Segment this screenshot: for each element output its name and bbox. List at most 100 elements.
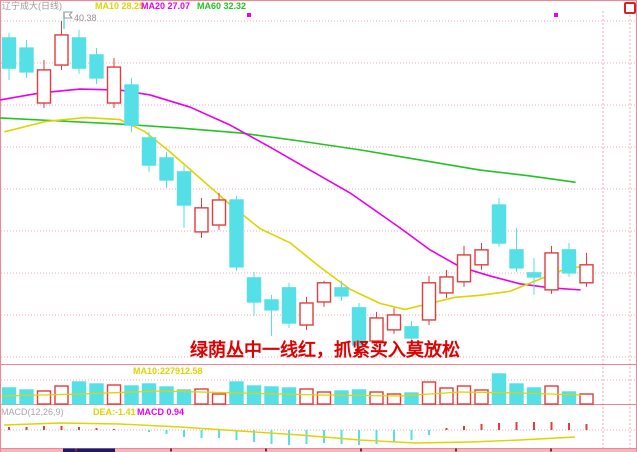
volume-bar — [421, 381, 437, 405]
volume-bar — [386, 393, 402, 405]
axis-tick — [265, 448, 267, 452]
ma10-legend-label: MA10 28.25 — [95, 1, 145, 11]
candle-body — [159, 157, 174, 181]
candle-body — [246, 277, 262, 303]
macd-histogram — [8, 422, 588, 445]
volume-bar — [106, 384, 122, 405]
axis-tick — [455, 448, 457, 452]
volume-bar — [491, 373, 507, 405]
candle-body — [1, 37, 17, 69]
volume-bar — [264, 386, 279, 405]
magenta-marker-dot — [247, 13, 251, 17]
axis-tick — [360, 448, 362, 452]
macd-params-label: MACD(12,26,9) — [1, 407, 64, 417]
candle-body — [36, 69, 52, 104]
date-axis-strip — [1, 448, 636, 452]
volume-bars — [1, 373, 594, 405]
ma20-line — [0, 88, 581, 291]
grid-lines — [1, 11, 636, 448]
candle-body — [526, 272, 542, 278]
candle-body — [369, 317, 384, 342]
volume-bar — [124, 385, 139, 405]
ma60-line — [0, 117, 576, 183]
stock-title: 辽宁成大(日线) — [2, 1, 62, 11]
ma20-legend-label: MA20 27.07 — [141, 1, 191, 11]
candle-body — [474, 249, 489, 266]
candle-body — [229, 199, 244, 268]
ma-lines — [0, 88, 586, 311]
high-flag-icon — [63, 11, 74, 29]
buy-signal-annotation: 绿荫丛中一线红，抓紧买入莫放松 — [190, 340, 460, 360]
volume-bar — [281, 387, 297, 405]
macd-value-label: MACD 0.94 — [137, 407, 185, 417]
candle-body — [176, 171, 192, 206]
axis-strip-bg — [1, 449, 636, 452]
magenta-marker-dot — [554, 13, 558, 17]
candle-body — [561, 249, 577, 274]
volume-bar — [526, 387, 542, 405]
volume-bar — [579, 393, 594, 405]
candle-body — [281, 287, 297, 324]
volume-bar — [351, 389, 367, 405]
volume-bar — [474, 389, 489, 405]
volume-bar — [299, 388, 314, 405]
volume-ma-label: MA10:227912.58 — [133, 366, 203, 376]
volume-bar — [439, 387, 454, 405]
dif-line — [3, 422, 576, 444]
volume-bar — [561, 391, 577, 405]
candle-body — [141, 137, 157, 166]
axis-highlight-block — [63, 448, 115, 452]
candle-body — [316, 282, 332, 303]
candle-body — [89, 54, 104, 79]
candlesticks — [1, 21, 594, 349]
dea-value-label: DEA:-1.41 — [93, 407, 136, 417]
volume-ma-line — [1, 390, 581, 397]
volume-bar — [404, 392, 419, 405]
volume-bar — [334, 390, 349, 405]
volume-bar — [369, 391, 384, 405]
candle-body — [456, 254, 472, 283]
candle-body — [421, 282, 437, 321]
flag-pennant — [63, 11, 74, 19]
ma60-legend-label: MA60 32.32 — [197, 1, 247, 11]
candle-body — [334, 287, 349, 297]
axis-tick — [550, 448, 552, 452]
candle-body — [404, 326, 419, 339]
candle-body — [54, 34, 69, 66]
dif-line-path — [3, 422, 576, 444]
volume-bar — [141, 383, 157, 405]
candle-body — [264, 299, 279, 311]
volume-bar — [456, 385, 472, 405]
volume-bar — [36, 390, 52, 405]
axis-tick — [75, 448, 77, 452]
volume-bar — [246, 385, 262, 405]
candle-body — [299, 302, 314, 326]
candle-body — [439, 276, 454, 294]
candle-body — [579, 264, 594, 284]
candle-body — [194, 207, 209, 233]
volume-bar — [509, 383, 524, 405]
high-flag-value: 40.38 — [74, 13, 97, 23]
volume-bar — [19, 389, 34, 405]
candle-body — [71, 37, 87, 69]
volume-bar — [71, 381, 87, 405]
candle-body — [491, 204, 507, 244]
top-right-marker-icon[interactable] — [624, 2, 636, 14]
candle-body — [124, 84, 139, 126]
volume-bar — [194, 388, 209, 405]
volume-ma10-line — [1, 390, 581, 397]
candle-body — [19, 47, 34, 73]
volume-bar — [316, 391, 332, 405]
candle-body — [509, 249, 524, 269]
volume-bar — [211, 393, 227, 405]
candle-body — [544, 252, 559, 291]
candle-body — [386, 314, 402, 331]
candle-body — [351, 307, 367, 346]
candle-body — [106, 66, 122, 104]
axis-tick — [170, 448, 172, 452]
volume-bar — [176, 389, 192, 405]
candle-body — [211, 199, 227, 226]
volume-bar — [544, 385, 559, 405]
